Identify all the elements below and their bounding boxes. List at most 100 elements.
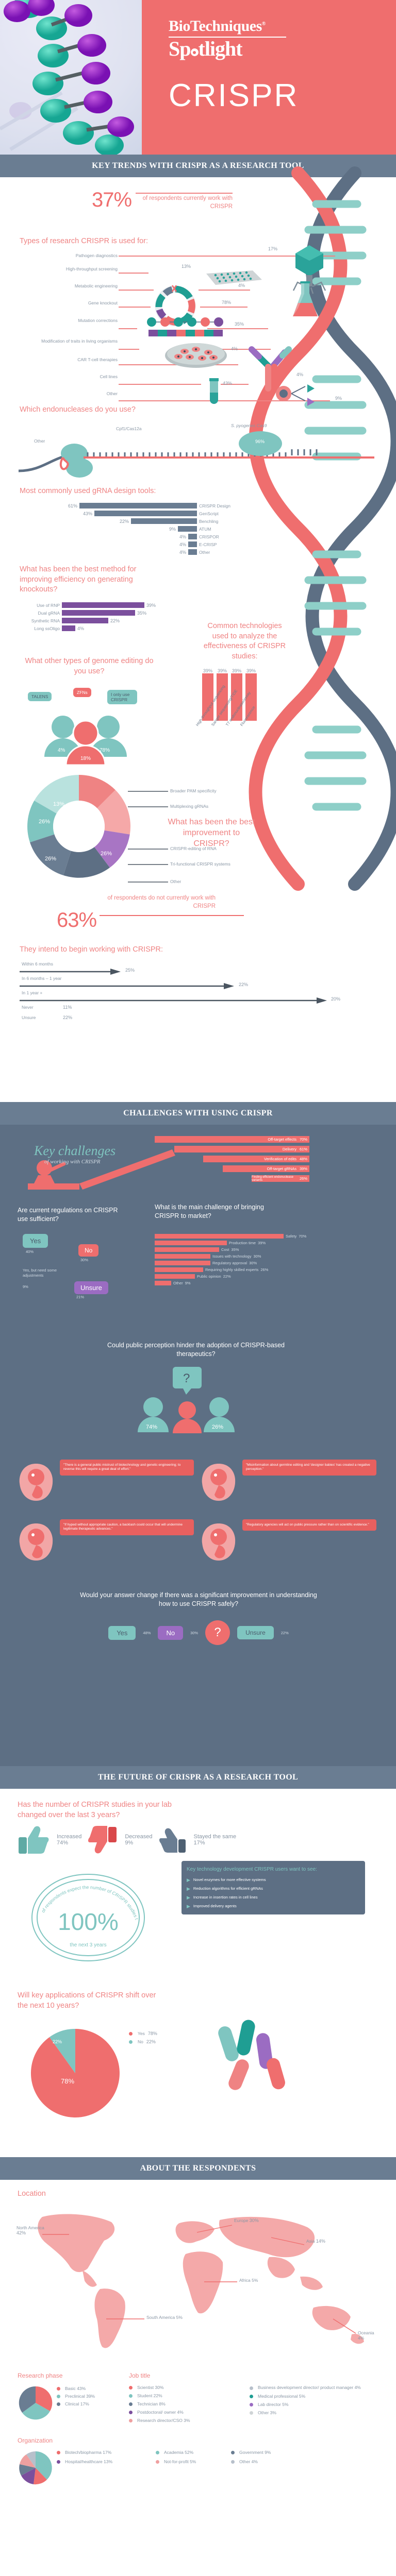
challenge-label-3: Off-target gRNAs — [267, 1166, 296, 1171]
main-challenge-bar-1 — [155, 1241, 227, 1245]
perception-card-1: "Misinformation about germline editing a… — [198, 1460, 376, 1505]
regulations-value-2: 21% — [76, 1295, 85, 1299]
svg-text:?: ? — [183, 1371, 190, 1385]
organization-label-4: Not-for-profit 5% — [164, 2459, 196, 2464]
job-title-label-4: Research director/CSO 3% — [137, 2418, 190, 2423]
stat-currently-value: 37% — [92, 189, 132, 211]
greater-change-value-0: 48% — [143, 1630, 151, 1635]
job-title-item-2: Technician 8% — [129, 2401, 237, 2406]
greater-change-chart: Yes 48% No 30% ? Unsure 22% — [77, 1620, 320, 1645]
section-bar-challenges: CHALLENGES WITH USING CRISPR — [0, 1102, 396, 1125]
research-phase-item-1: Preclinical 39% — [57, 2394, 95, 2399]
svg-text:100%: 100% — [58, 1908, 119, 1935]
grna-value-5: 4% — [179, 541, 186, 547]
common-tech-value-0: 39% — [203, 668, 212, 673]
job-title-item-1: Student 22% — [129, 2393, 237, 2398]
intend-arrow-0 — [20, 969, 121, 975]
regulations-label-0: Yes — [30, 1237, 41, 1245]
endonuclease-value-0: 9% — [41, 447, 48, 452]
svg-text:26%: 26% — [101, 851, 112, 857]
main-challenge-value-6: 22% — [223, 1274, 231, 1279]
key-challenges-subhead: of working with CRISPR — [44, 1159, 101, 1165]
grna-tools-title: Most commonly used gRNA design tools: — [20, 487, 156, 495]
intend-label-4: Unsure — [22, 1015, 36, 1020]
main-challenge-chart: Safety 70% Production time 39% Cost 35% Iss… — [155, 1234, 371, 1287]
location-label-2: Asia 14% — [306, 2239, 325, 2244]
dna-photo-graphic — [0, 0, 134, 155]
legend-dot-scientist-icon — [129, 2385, 133, 2389]
main-challenge-bar-4 — [155, 1261, 210, 1265]
organization-item-2: Government 9% — [231, 2450, 298, 2455]
main-challenge-value-1: 39% — [258, 1241, 266, 1245]
key-tech-card: Key technology development CRISPR users … — [182, 1861, 365, 1914]
legend-dot-hospital-icon — [57, 2460, 60, 2464]
challenge-bar-3: Off-target gRNAs 39% — [223, 1165, 309, 1172]
best-method-value-0: 39% — [146, 602, 156, 608]
common-tech-value-1: 39% — [217, 668, 227, 673]
key-challenges-illustration — [28, 1149, 175, 1190]
best-method-label-1: Dual gRNA — [38, 610, 60, 616]
page-title: CRISPR — [169, 78, 299, 113]
test-tube-icon — [209, 378, 219, 404]
research-types-title: Types of research CRISPR is used for: — [20, 237, 148, 245]
best-method-bar-0 — [62, 602, 144, 608]
main-challenge-value-5: 26% — [260, 1267, 269, 1272]
key-tech-bullet-text-1: Reduction algorithms for efficient gRNAs — [193, 1886, 263, 1891]
perception-card-text-1: "Misinformation about germline editing a… — [242, 1460, 376, 1476]
research-type-label-4: Mutation corrections — [78, 318, 118, 323]
genome-editing-people-chart: TALENS ZFNs I only use CRISPR 4% 78% 18% — [26, 688, 160, 767]
embryo-icon-0 — [19, 1464, 53, 1501]
genome-editing-label-2: I only use CRISPR — [107, 690, 137, 704]
research-phase-pie — [19, 2386, 53, 2420]
grna-value-3: 9% — [169, 526, 176, 532]
regulations-no-bubble: No — [78, 1244, 99, 1257]
research-phase-label-1: Preclinical 39% — [65, 2394, 95, 2399]
challenge-label-4: Finding efficient endonuclease variants — [252, 1175, 293, 1182]
key-tech-bullet-2: ▶ Increase in insertion rates in cell li… — [187, 1895, 360, 1901]
svg-text:78%: 78% — [61, 2077, 74, 2085]
grna-bar-0 — [79, 503, 197, 509]
job-title-item-7: Lab director 5% — [250, 2402, 363, 2407]
endonuclease-label-0: Other — [34, 438, 45, 444]
job-title-title: Job title — [129, 2372, 151, 2379]
grna-bar-2 — [131, 518, 197, 524]
greater-change-value-1: 30% — [190, 1630, 199, 1635]
svg-text:13%: 13% — [53, 801, 64, 807]
grna-bar-4 — [188, 534, 197, 539]
grna-value-4: 4% — [179, 534, 186, 539]
location-label-5: Oceania 4% — [358, 2330, 374, 2341]
research-phase-item-0: Basic 43% — [57, 2386, 95, 2391]
job-title-label-6: Medical professional 5% — [258, 2394, 306, 2399]
grna-value-6: 4% — [179, 549, 186, 555]
best-improvement-label-1: Multiplexing gRNAs — [170, 804, 209, 809]
intend-value-4: 22% — [63, 1015, 73, 1020]
main-challenge-label-4: Regulatory approval — [212, 1261, 248, 1265]
greater-change-value-2: 22% — [280, 1630, 289, 1635]
research-type-value-2: 4% — [238, 283, 245, 288]
job-title-label-1: Student 22% — [137, 2393, 162, 2398]
legend-dot-clinical-icon — [57, 2402, 60, 2406]
main-challenge-label-0: Safety — [286, 1234, 297, 1239]
best-method-bar-3 — [62, 625, 75, 631]
main-challenge-value-3: 30% — [253, 1254, 261, 1259]
research-types-labels: Pathogen diagnostics High-throughput scr… — [9, 253, 118, 396]
main-challenge-label-6: Public opinion — [197, 1274, 221, 1279]
common-tech-value-3: 39% — [246, 668, 256, 673]
bullet-icon-2: ▶ — [187, 1895, 190, 1900]
regulations-yes-bubble: Yes — [23, 1234, 48, 1248]
challenge-value-3: 39% — [299, 1166, 307, 1171]
regulations-unsure-bubble: Unsure — [74, 1281, 108, 1294]
best-method-value-3: 4% — [77, 625, 85, 631]
future-section: Has the number of CRISPR studies in your… — [0, 1789, 396, 2157]
location-name-2: Asia — [306, 2239, 315, 2244]
genome-editing-title: What other types of genome editing do yo… — [25, 657, 154, 675]
grna-value-1: 43% — [82, 511, 92, 516]
perception-card-text-3: "Regulatory agencies will act on public … — [242, 1519, 376, 1531]
organization-label-5: Other 4% — [239, 2459, 258, 2464]
perception-card-0: "There is a general public mistrust of b… — [15, 1460, 194, 1505]
main-challenge-bar-2 — [155, 1247, 219, 1252]
legend-dot-other-org-icon — [231, 2460, 235, 2464]
best-improvement-label-3: Tri-functional CRISPR systems — [170, 861, 230, 867]
common-tech-axis-labels: High-throughput sequencing Sanger sequen… — [195, 684, 302, 758]
grna-bar-5 — [188, 541, 197, 547]
